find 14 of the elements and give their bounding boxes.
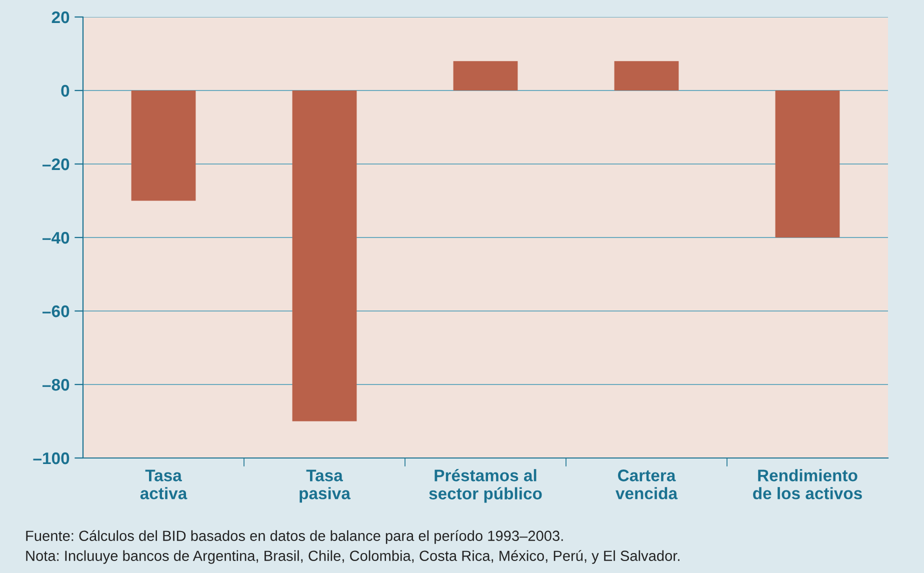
x-tick-label: Rendimiento de los activos — [753, 469, 862, 500]
x-tick-label: Tasa pasiva — [300, 470, 351, 503]
y-tick-label: –80 — [42, 378, 70, 391]
y-tick-label: –40 — [42, 232, 70, 244]
text: Nota: Incluuye bancos de Argentina, Brasil, Chile, Colombia, Costa Rica, México, Perú, y El Salvador. — [26, 550, 680, 564]
source-note: Fuente: Cálculos del BID basados en datos de balance para el período 1993–2003. — [26, 530, 563, 544]
y-tick-label: –100 — [33, 452, 70, 464]
x-tick-label: Tasa activa — [140, 470, 188, 500]
x-tick-label: Cartera vencida — [616, 470, 678, 500]
y-tick-label: –20 — [42, 158, 70, 170]
y-tick-label: 0 — [61, 84, 70, 97]
x-tick-label: Préstamos al sector público — [429, 468, 542, 503]
y-tick-label: –60 — [42, 305, 70, 318]
y-tick-label: 20 — [52, 11, 70, 24]
